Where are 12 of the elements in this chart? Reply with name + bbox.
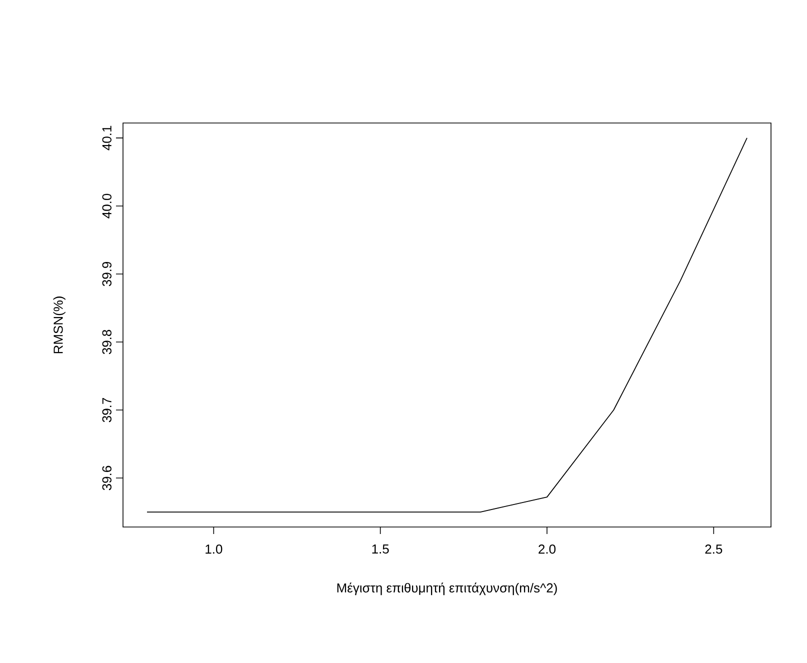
- x-tick-label: 2.5: [705, 544, 722, 554]
- x-tick-label: 2.0: [538, 544, 556, 554]
- x-axis-title: Μέγιστη επιθυμητή επιτάχυνση(m/s^2): [337, 582, 557, 596]
- x-tick-label: 1.5: [372, 544, 389, 554]
- y-tick-label: 39.7: [102, 398, 112, 422]
- y-tick-label: 40.0: [102, 194, 112, 218]
- x-tick-label: 1.0: [206, 544, 222, 554]
- y-tick-label: 39.8: [102, 330, 112, 354]
- y-tick-label: 39.9: [102, 262, 112, 286]
- y-axis-title: RMSN(%): [53, 296, 66, 354]
- y-tick-label: 39.6: [102, 466, 112, 490]
- y-tick-label: 40.1: [102, 126, 112, 150]
